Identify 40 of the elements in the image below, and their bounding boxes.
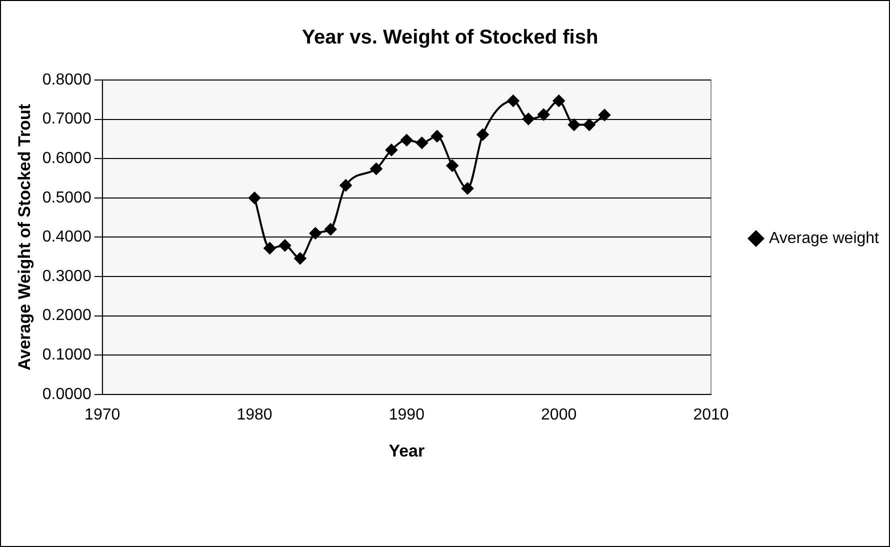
y-tick-label: 0.2000 <box>42 307 92 324</box>
point <box>538 108 550 121</box>
point <box>462 182 474 194</box>
point <box>370 162 382 175</box>
x-tick-label: 1990 <box>388 406 425 424</box>
y-tick-label: 0.7000 <box>42 110 92 128</box>
chart-title: Year vs. Weight of Stocked fish <box>302 26 598 49</box>
point <box>416 136 428 149</box>
point <box>568 118 580 131</box>
point <box>278 239 291 252</box>
point <box>400 134 413 146</box>
point <box>324 223 337 236</box>
y-tick-label: 0.5000 <box>42 189 92 206</box>
x-tick-label: 1980 <box>236 406 272 424</box>
y-tick-label: 0.0000 <box>42 386 92 403</box>
point <box>446 160 458 172</box>
point <box>340 179 352 192</box>
legend-label: Average weight <box>769 230 880 247</box>
x-tick-label: 1970 <box>84 406 120 424</box>
point <box>522 112 534 125</box>
y-tick-label: 0.1000 <box>42 346 92 364</box>
x-tick-label: 2000 <box>541 406 577 424</box>
point <box>552 94 565 107</box>
y-axis-title: Average Weight of Stocked Trout <box>14 104 34 370</box>
point <box>598 108 610 121</box>
point <box>507 94 520 107</box>
y-tick-label: 0.6000 <box>42 150 92 168</box>
point <box>431 130 444 142</box>
point <box>309 227 322 240</box>
point <box>248 192 261 204</box>
point <box>385 144 398 156</box>
y-tick-label: 0.3000 <box>42 268 92 285</box>
x-tick-label: 2010 <box>693 406 729 424</box>
y-tick-label: 0.4000 <box>42 228 92 246</box>
point <box>294 252 306 264</box>
point <box>264 242 276 254</box>
point <box>583 118 596 131</box>
point <box>476 128 489 141</box>
x-axis-title: Year <box>388 441 426 460</box>
y-tick-label: 0.8000 <box>42 71 92 88</box>
